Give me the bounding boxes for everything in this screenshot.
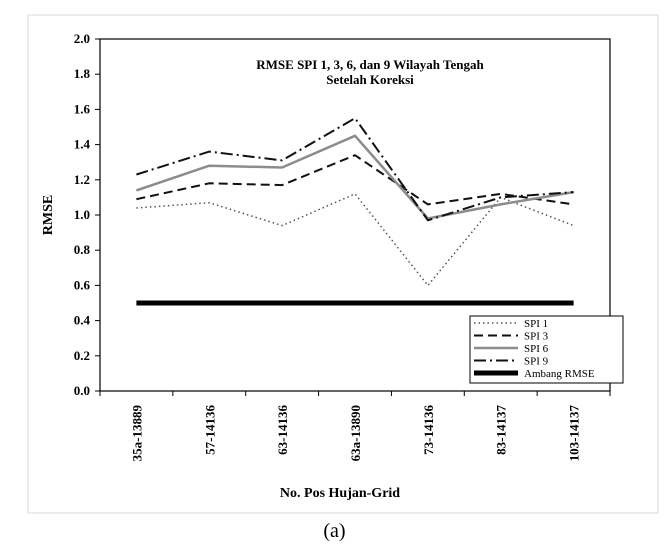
y-tick-label: 1.8 bbox=[74, 66, 91, 81]
chart-title: RMSE SPI 1, 3, 6, dan 9 Wilayah Tengah bbox=[256, 57, 484, 72]
series-line-2 bbox=[136, 154, 574, 206]
y-axis-label: RMSE bbox=[41, 195, 56, 235]
legend-label: SPI 9 bbox=[524, 356, 549, 368]
chart-subtitle: Setelah Koreksi bbox=[326, 72, 414, 87]
y-tick-label: 0.0 bbox=[74, 383, 90, 398]
x-tick-label: 63-14136 bbox=[275, 405, 290, 455]
y-tick-label: 2.0 bbox=[74, 31, 90, 46]
y-tick-label: 1.2 bbox=[74, 172, 90, 187]
y-tick-label: 1.6 bbox=[74, 101, 91, 116]
y-tick-label: 0.6 bbox=[74, 277, 91, 292]
y-tick-label: 0.8 bbox=[74, 242, 91, 257]
legend-label: Ambang RMSE bbox=[524, 368, 595, 380]
x-tick-label: 103-14137 bbox=[567, 405, 582, 462]
series-group bbox=[135, 117, 574, 306]
y-tick-label: 1.4 bbox=[74, 137, 91, 152]
x-axis-label: No. Pos Hujan-Grid bbox=[280, 486, 400, 501]
y-axis: 0.0 0.2 0.4 0.6 0.8 1.0 1.2 1.4 1.6 1.8 2.0 bbox=[74, 31, 100, 398]
series-line-4 bbox=[136, 117, 574, 222]
y-tick-label: 0.2 bbox=[74, 348, 90, 363]
chart-border bbox=[27, 14, 659, 514]
y-tick-label: 0.4 bbox=[74, 313, 91, 328]
y-tick-label: 1.0 bbox=[74, 207, 90, 222]
x-tick-label: 63a-13890 bbox=[348, 405, 363, 461]
legend-label: SPI 1 bbox=[524, 318, 548, 330]
figure-caption: (a) bbox=[323, 520, 346, 542]
x-tick-label: 83-14137 bbox=[494, 405, 509, 455]
x-tick-label: 73-14136 bbox=[421, 405, 436, 455]
series-line-1 bbox=[136, 193, 574, 287]
x-axis: 35a-13889 57-14136 63-14136 63a-13890 73-141… bbox=[99, 391, 611, 462]
x-tick-label: 35a-13889 bbox=[129, 405, 144, 462]
series-line-3 bbox=[135, 134, 574, 220]
x-tick-label: 57-14136 bbox=[202, 405, 217, 455]
legend-label: SPI 6 bbox=[524, 343, 549, 355]
legend-label: SPI 3 bbox=[524, 331, 549, 343]
